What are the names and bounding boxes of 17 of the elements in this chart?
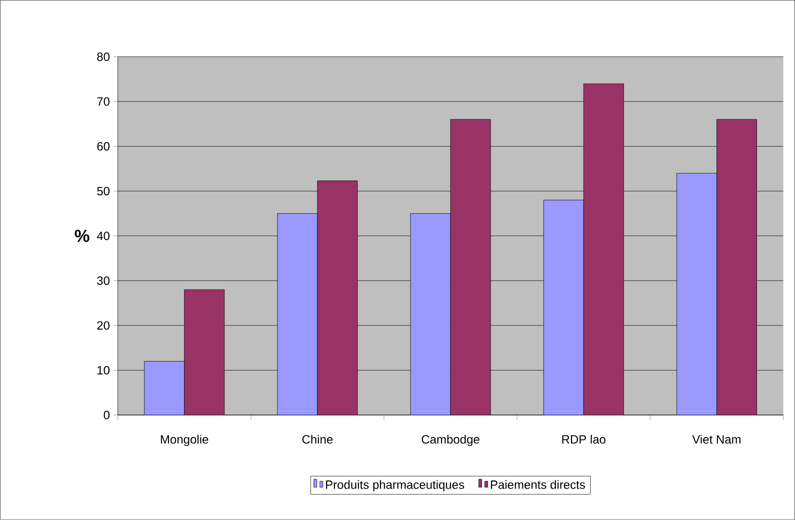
legend-label: Produits pharmaceutiques (326, 480, 464, 492)
y-tick-label: 20 (97, 321, 110, 330)
x-tick-label: RDP lao (562, 434, 606, 444)
x-tick-label: Mongolie (160, 434, 208, 446)
y-tick-label: 40 (96, 232, 110, 240)
y-tick-label: 60 (97, 142, 110, 151)
y-tick-label: 80 (97, 52, 110, 62)
y-tick-label: 70 (97, 97, 110, 106)
x-tick-label: Viet Nam (692, 434, 741, 444)
legend-label: Paiements directs (490, 480, 585, 490)
x-tick-label: Cambodge (422, 434, 480, 446)
y-tick-label: 50 (97, 186, 110, 196)
x-tick-label: Chine (302, 434, 333, 444)
y-tick-label: 30 (97, 276, 110, 286)
y-tick-label: 10 (98, 366, 110, 375)
y-axis-title: % (74, 230, 90, 242)
y-tick-label: 0 (104, 410, 110, 420)
